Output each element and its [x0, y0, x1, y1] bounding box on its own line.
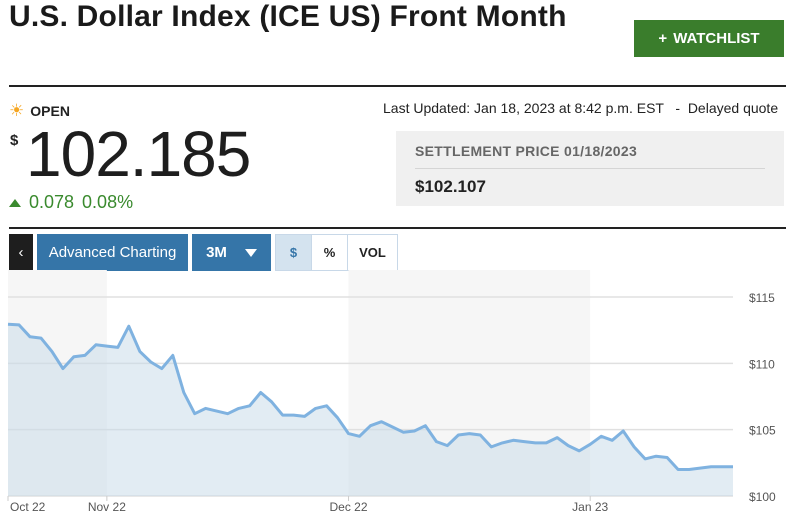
last-updated: Last Updated: Jan 18, 2023 at 8:42 p.m. …: [383, 100, 779, 116]
collapse-button[interactable]: ‹: [9, 234, 33, 271]
x-tick-label: Nov 22: [88, 500, 126, 514]
price-change: 0.078 0.08%: [9, 192, 133, 213]
price-line: [7, 322, 733, 471]
y-tick-label: $115: [749, 291, 775, 305]
divider: [9, 227, 786, 229]
divider: [9, 85, 786, 87]
divider: [415, 168, 765, 169]
market-status: ☀ OPEN: [9, 101, 70, 121]
chevron-left-icon: ‹: [18, 244, 24, 261]
x-tick-label: Dec 22: [330, 500, 368, 514]
watchlist-label: WATCHLIST: [673, 30, 760, 47]
range-dropdown[interactable]: 3M: [192, 234, 271, 271]
toggle-dollar[interactable]: $: [275, 234, 312, 271]
x-tick-label: Oct 22: [10, 500, 46, 514]
add-to-watchlist-button[interactable]: + WATCHLIST: [634, 20, 784, 57]
price-chart[interactable]: $115 $110 $105 $100 Oct 22 Nov 22 Dec 22 Jan 23: [0, 270, 786, 518]
change-percent: 0.08%: [82, 192, 134, 212]
toggle-percent[interactable]: %: [311, 234, 348, 271]
range-value: 3M: [206, 244, 227, 261]
last-price: 102.185: [26, 118, 251, 190]
sun-icon: ☀: [9, 101, 25, 120]
settlement-box: SETTLEMENT PRICE 01/18/2023 $102.107: [396, 131, 784, 206]
advanced-charting-button[interactable]: Advanced Charting: [37, 234, 188, 271]
settlement-label: SETTLEMENT PRICE 01/18/2023: [415, 143, 638, 159]
arrow-up-icon: [9, 198, 21, 207]
y-tick-label: $105: [749, 424, 776, 438]
caret-down-icon: [244, 248, 257, 257]
page-title: U.S. Dollar Index (ICE US) Front Month: [9, 0, 567, 33]
y-tick-label: $110: [749, 357, 775, 371]
plus-icon: +: [658, 30, 668, 47]
y-tick-label: $100: [749, 490, 776, 504]
toggle-volume[interactable]: VOL: [347, 234, 398, 271]
x-tick-label: Jan 23: [572, 500, 608, 514]
change-value: 0.078: [29, 192, 75, 212]
currency-symbol: $: [10, 132, 19, 149]
area-fill: [8, 324, 733, 496]
settlement-value: $102.107: [415, 177, 486, 196]
status-text: OPEN: [30, 103, 70, 119]
